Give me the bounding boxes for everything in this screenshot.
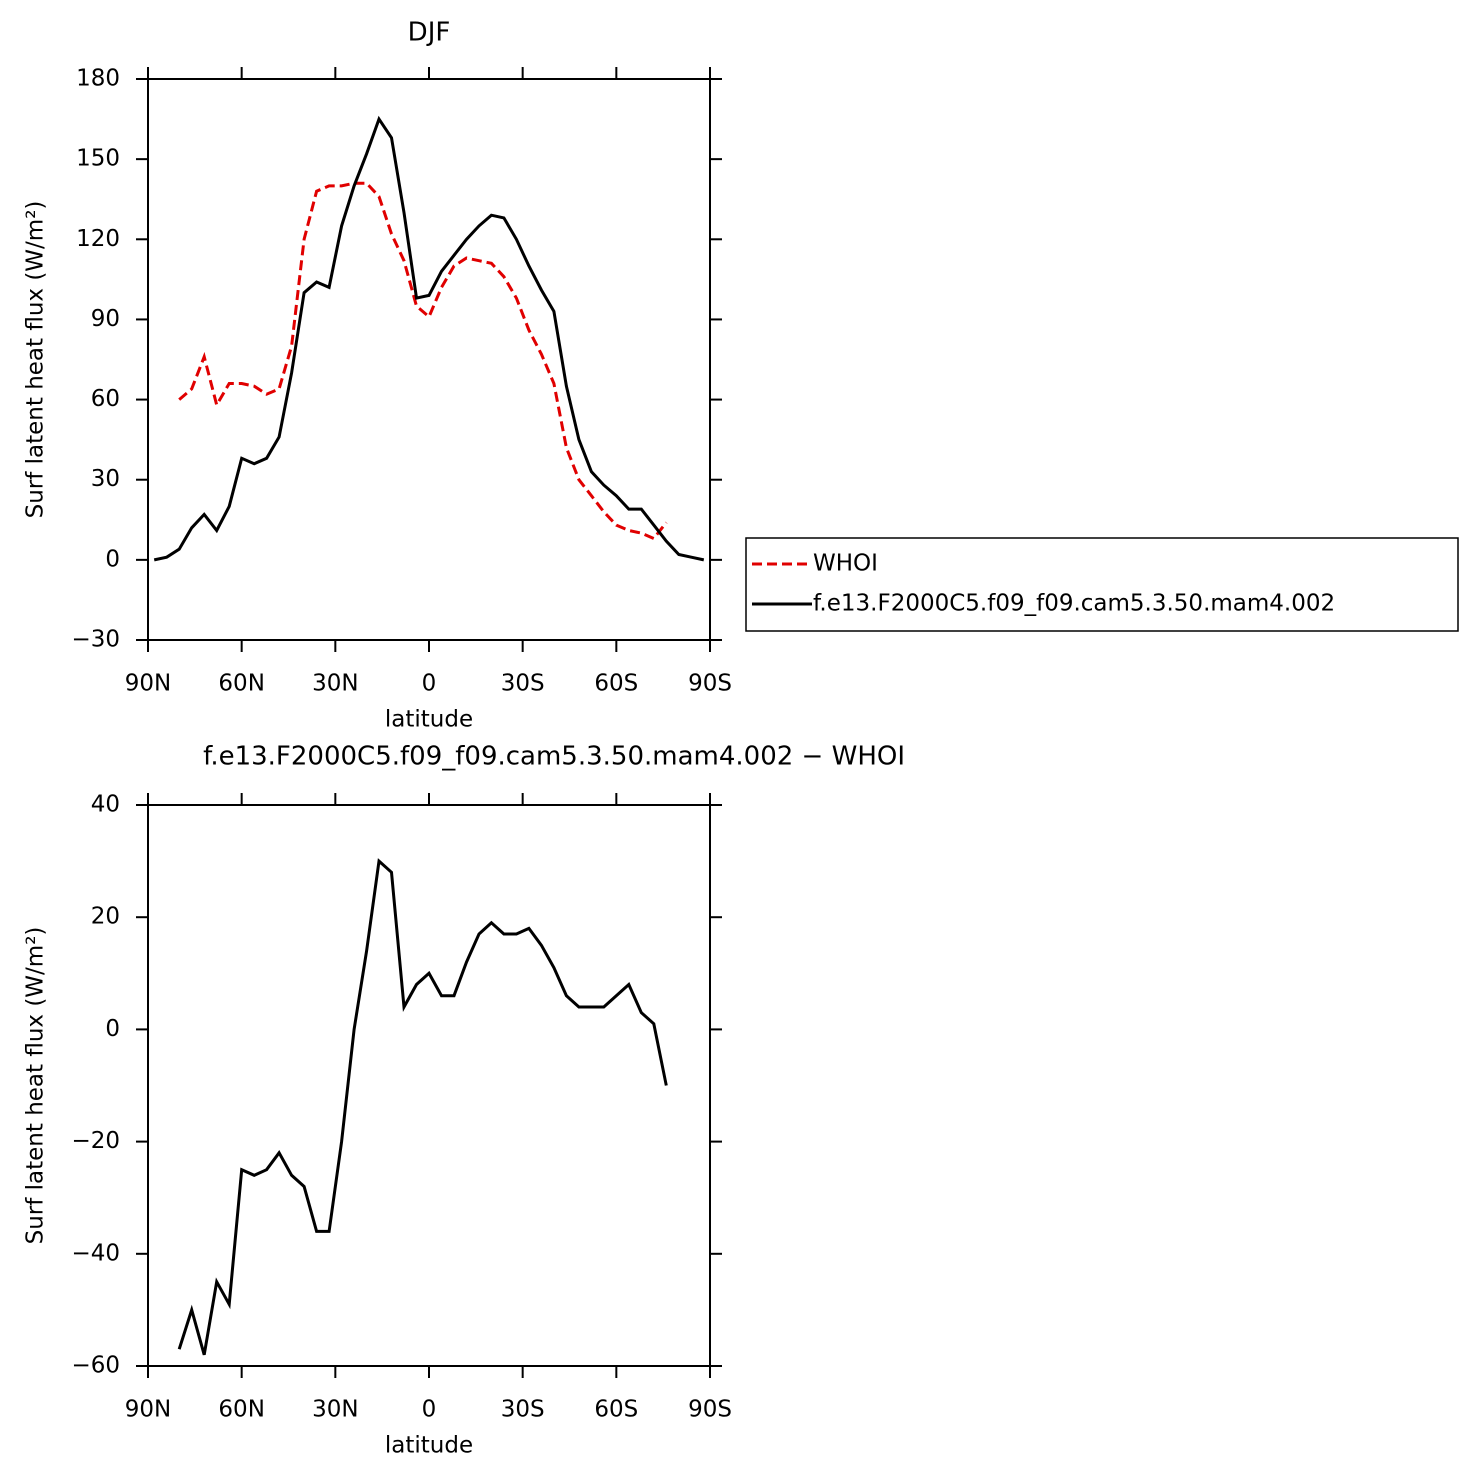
y-axis-label: Surf latent heat flux (W/m²) xyxy=(23,201,49,519)
y-tick-label: 20 xyxy=(91,904,120,930)
x-tick-label: 90S xyxy=(688,671,732,697)
x-tick-label: 30N xyxy=(312,1397,358,1423)
x-axis-label: latitude xyxy=(385,707,473,733)
x-tick-label: 60S xyxy=(594,1397,638,1423)
x-axis-label: latitude xyxy=(385,1433,473,1459)
legend-box xyxy=(745,537,1459,632)
y-tick-label: 150 xyxy=(76,146,120,172)
y-tick-label: −20 xyxy=(71,1128,120,1154)
plot-frame xyxy=(147,804,711,1367)
y-tick-label: 0 xyxy=(105,546,120,572)
chart-title: f.e13.F2000C5.f09_f09.cam5.3.50.mam4.002… xyxy=(203,742,905,772)
y-tick-label: 120 xyxy=(76,226,120,252)
y-tick-label: 180 xyxy=(76,66,120,92)
x-tick-label: 90N xyxy=(125,1397,171,1423)
y-axis-label: Surf latent heat flux (W/m²) xyxy=(23,927,49,1245)
y-tick-label: 30 xyxy=(91,466,120,492)
data-line xyxy=(178,181,668,541)
x-tick-label: 90N xyxy=(125,671,171,697)
plot-frame xyxy=(147,78,711,641)
y-tick-label: 60 xyxy=(91,386,120,412)
x-tick-label: 30S xyxy=(501,1397,545,1423)
y-tick-label: 40 xyxy=(91,792,120,818)
y-tick-label: −30 xyxy=(71,627,120,653)
legend-label: f.e13.F2000C5.f09_f09.cam5.3.50.mam4.002 xyxy=(813,591,1335,617)
chart-title: DJF xyxy=(408,18,451,48)
x-tick-label: 60S xyxy=(594,671,638,697)
y-tick-label: −60 xyxy=(71,1353,120,1379)
y-tick-label: −40 xyxy=(71,1240,120,1266)
y-tick-label: 90 xyxy=(91,306,120,332)
data-line xyxy=(153,115,705,562)
x-tick-label: 60N xyxy=(218,1397,264,1423)
data-line xyxy=(177,858,668,1356)
x-tick-label: 30S xyxy=(501,671,545,697)
y-tick-label: 0 xyxy=(105,1016,120,1042)
x-tick-label: 30N xyxy=(312,671,358,697)
x-tick-label: 0 xyxy=(422,1397,437,1423)
x-tick-label: 0 xyxy=(422,671,437,697)
x-tick-label: 90S xyxy=(688,1397,732,1423)
x-tick-label: 60N xyxy=(218,671,264,697)
legend-label: WHOI xyxy=(813,551,878,577)
